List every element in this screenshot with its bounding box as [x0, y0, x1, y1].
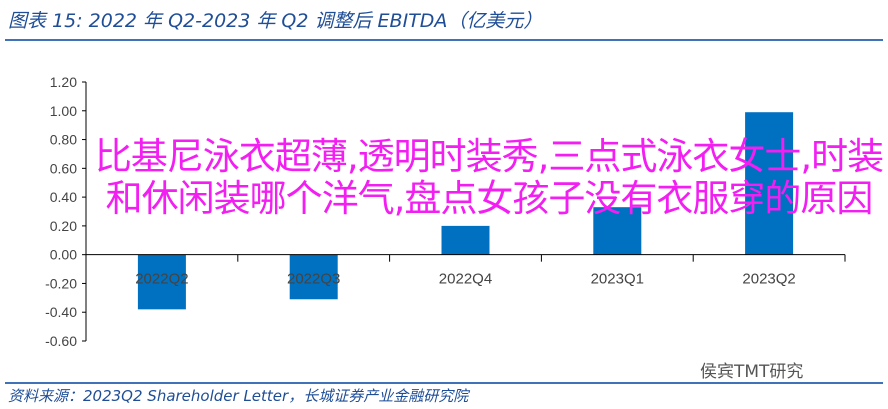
- y-tick-label: 0.20: [50, 218, 77, 234]
- x-tick-label: 2022Q3: [287, 271, 340, 288]
- y-tick-label: 0.00: [50, 247, 77, 263]
- bar-2023Q2: [745, 112, 794, 255]
- x-tick-label: 2022Q2: [135, 271, 188, 288]
- bar-2023Q1: [593, 207, 642, 255]
- y-tick-label: -0.20: [45, 275, 77, 291]
- x-tick-label: 2023Q2: [742, 271, 795, 288]
- y-tick-label: 0.40: [50, 189, 77, 205]
- y-tick-label: 0.80: [50, 132, 77, 148]
- source-note: 资料来源：2023Q2 Shareholder Letter，长城证券产业金融研…: [8, 387, 469, 405]
- y-tick-label: -0.40: [45, 304, 77, 320]
- bar-2022Q3: [289, 254, 338, 300]
- ebitda-bar-chart: -0.60 -0.40 -0.20 0.00 0.20 0.40 0.60 0.80 1.00 1…: [45, 74, 846, 349]
- title-divider: [5, 39, 883, 41]
- source-divider: [5, 382, 883, 384]
- bar-2022Q4: [441, 225, 490, 255]
- y-tick-label: 1.00: [50, 103, 77, 119]
- bar-2022Q2: [137, 254, 186, 310]
- watermark: 侯宾TMT研究: [700, 362, 804, 382]
- overlay-caption: 比基尼泳衣超薄,透明时装秀,三点式泳衣女士,时装和休闲装哪个洋气,盘点女孩子没有…: [94, 135, 884, 220]
- x-tick-label: 2022Q4: [439, 271, 492, 288]
- y-tick-label: -0.60: [45, 333, 77, 349]
- y-tick-label: 1.20: [50, 74, 77, 90]
- chart-title: 图表 15: 2022 年 Q2-2023 年 Q2 调整后 EBITDA（亿美…: [8, 10, 543, 32]
- x-tick-label: 2023Q1: [591, 271, 644, 288]
- y-tick-label: 0.60: [50, 160, 77, 176]
